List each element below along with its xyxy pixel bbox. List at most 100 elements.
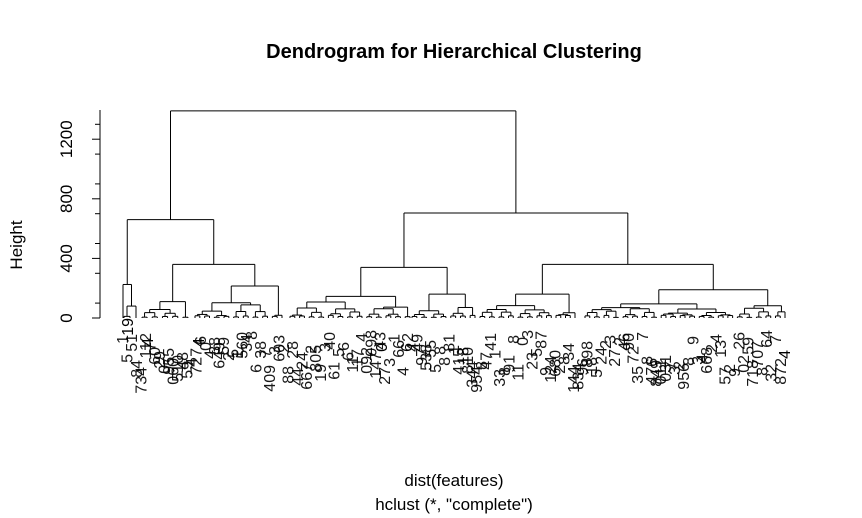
x-axis-label: dist(features) [404,471,503,490]
leaf-label: 1 [446,345,463,354]
leaf-label: 344 [465,361,482,388]
leaf-label: 18 [584,357,601,375]
leaf-label: 476 [644,358,661,385]
leaf-label-named: 4 [140,338,157,347]
dendrogram-tree [122,110,786,318]
leaf-label: 02 [736,355,753,373]
leaf-label: 41 [483,333,500,351]
leaf-label: 011 [653,359,670,385]
leaf-label: 59 [216,337,233,355]
method-label: hclust (*, "complete") [375,495,533,514]
leaf-label: 810 [460,347,477,374]
leaf-label: 8 [557,356,574,365]
leaf-label: 718 [745,360,762,387]
leaf-label: 57 [718,367,735,385]
leaf-label: 124 [543,356,560,383]
leaf-label: 834 [570,363,587,390]
leaf-label: 66 [391,340,408,358]
leaf-label: 8 [474,361,491,370]
leaf-label: 23 [524,352,541,370]
leaf-label: 51 [124,334,141,352]
leaf-label: 2 [552,365,569,374]
leaf-label: 727 [189,348,206,375]
leaf-label: 44 [290,368,307,386]
leaf-label: 46 [616,333,633,351]
leaf-label: 092 [359,347,376,374]
leaf-label: 603 [271,335,288,362]
leaf-label: 72 [626,346,643,364]
leaf-label: 9 [727,368,744,377]
leaf-label-named: 6 [399,343,416,352]
leaf-label: 35 [630,366,647,384]
leaf-label: 29 [152,351,169,369]
leaf-label: 18 [455,347,472,365]
leaf-label: 81 [442,334,459,352]
leaf-label: 112 [138,333,155,359]
leaf-label: 8 [754,367,771,376]
leaf-label: 031 [658,355,675,382]
leaf-label: 7 [768,335,785,344]
leaf-label: 84 [129,360,146,378]
leaf-label: 87 [534,331,551,349]
leaf-label: 955 [161,348,178,375]
leaf-label: 147 [368,352,385,379]
leaf-label: 34 [561,343,578,361]
leaf-label: 55 [423,340,440,358]
leaf-label: 26 [731,332,748,350]
leaf-label: 9 [685,336,702,345]
leaf-label: 97 [414,348,431,366]
y-axis: 0 400 800 1200 [57,110,101,323]
leaf-label: 8 [506,335,523,344]
leaf-label: 59 [179,361,196,379]
leaf-label: 3 [520,330,537,339]
leaf-label: 4 [354,333,371,342]
leaf-label: 60 [147,347,164,365]
leaf-label: 7 [635,332,652,341]
leaf-label: 060 [166,358,183,385]
leaf-label: 6 [248,364,265,373]
leaf-label: 90 [621,333,638,351]
leaf-label: 07 [156,356,173,374]
leaf-label: 28 [285,341,302,359]
leaf-label: 4 [695,354,712,363]
leaf-label: 13 [713,340,730,358]
leaf-label: 1 [115,335,132,344]
y-tick-label: 1200 [57,120,76,158]
leaf-label: 5 [225,349,242,358]
leaf-label: 5 [331,348,348,357]
leaf-label: 6 [340,352,357,361]
leaf-label: 3 [382,358,399,367]
leaf-label: 91 [501,355,518,373]
leaf-label: 9 [538,367,555,376]
leaf-label: 3 [690,356,707,365]
leaf-label: 0 [198,342,215,351]
y-tick-label: 0 [57,313,76,322]
leaf-label: 872 [773,358,790,385]
leaf-label: 88 [281,366,298,384]
leaf-label: 40 [322,332,339,350]
leaf-label: 849 [649,360,666,387]
leaf-label: 24 [294,352,311,370]
leaf-label: 5 [529,348,546,357]
y-axis-ticks: 0 400 800 1200 [57,120,100,323]
leaf-label: 2 [598,340,615,349]
leaf-label: 3 [603,335,620,344]
leaf-label: 8 [681,357,698,366]
leaf-label: 409 [262,365,279,392]
leaf-label: 734 [133,367,150,394]
leaf-label: 4 [405,343,422,352]
leaf-label: 2 [304,345,321,354]
leaf-label: 49 [409,334,426,352]
leaf-label: 59 [741,337,758,355]
leaf-label: 47 [478,352,495,370]
leaf-label: 11 [345,356,362,373]
leaf-label: 8 [432,346,449,355]
y-tick-label: 800 [57,185,76,213]
leaf-label: 34 [239,334,256,352]
leaf-label: 17 [350,349,367,367]
leaf-label: 560 [235,332,252,359]
leaf-label: 38 [207,337,224,355]
leaf-label: 3 [317,343,334,352]
leaf-label-named: 4 [777,350,794,359]
